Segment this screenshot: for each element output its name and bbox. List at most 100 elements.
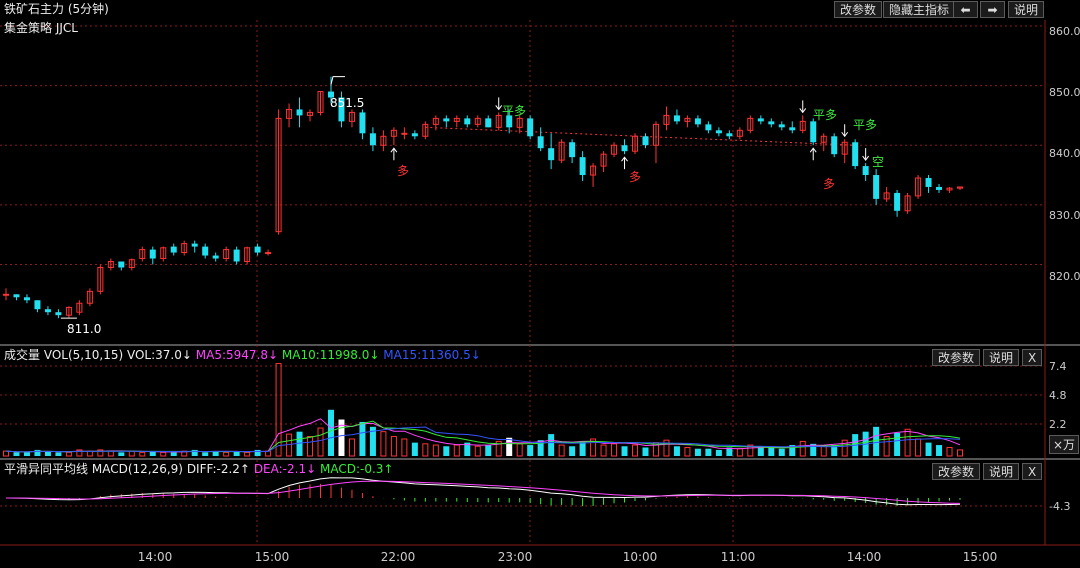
- volume-bar: [810, 443, 817, 456]
- volume-bar: [485, 445, 492, 456]
- volume-bar: [642, 447, 649, 456]
- volume-bar: [558, 444, 565, 457]
- volume-bar: [747, 444, 754, 457]
- volume-bar: [149, 451, 156, 456]
- volume-bar: [621, 446, 628, 456]
- volume-bar: [244, 451, 251, 457]
- price-tick: 860.0: [1049, 25, 1080, 38]
- candle: [307, 111, 314, 116]
- candle: [286, 108, 293, 119]
- volume-bar: [44, 451, 51, 456]
- candle: [862, 166, 869, 176]
- volume-bar: [548, 434, 555, 456]
- trend-line: [425, 126, 856, 146]
- signal-long: 多: [629, 170, 642, 184]
- volume-bar: [170, 452, 177, 456]
- volume-bar: [411, 442, 418, 456]
- volume-bar: [380, 431, 387, 457]
- volume-bar: [537, 440, 544, 456]
- candle: [317, 91, 324, 113]
- hide-main-indicator-button[interactable]: 隐藏主指标: [883, 1, 956, 18]
- time-tick: 14:00: [846, 550, 882, 564]
- volume-bar: [390, 436, 397, 457]
- signal-arrow: [390, 147, 398, 153]
- main-params-button[interactable]: 改参数: [834, 1, 883, 18]
- candle: [348, 111, 355, 122]
- candle: [936, 186, 943, 190]
- volume-bar: [516, 443, 523, 457]
- macd-params-button[interactable]: 改参数: [932, 463, 981, 480]
- volume-bar: [369, 426, 376, 456]
- volume-help-button[interactable]: 说明: [983, 349, 1020, 366]
- price-tick: 850.0: [1049, 86, 1080, 99]
- volume-bar: [590, 438, 597, 457]
- macd-value: MACD:-0.3↑: [319, 462, 394, 476]
- candle: [915, 177, 922, 197]
- price-tick: 820.0: [1049, 270, 1080, 283]
- arrow-right-icon[interactable]: ➡: [980, 1, 1005, 18]
- volume-bar: [694, 448, 701, 456]
- time-tick: 15:00: [962, 550, 998, 564]
- candle: [453, 117, 460, 122]
- volume-bar: [778, 448, 785, 456]
- volume-bar: [443, 446, 450, 456]
- candle: [65, 306, 72, 316]
- arrow-left-icon[interactable]: ⬅: [953, 1, 978, 18]
- candle: [841, 141, 848, 155]
- volume-close-icon[interactable]: X: [1022, 349, 1043, 366]
- candle: [55, 312, 62, 316]
- volume-ma15-line: [5, 426, 961, 453]
- candle: [852, 142, 859, 167]
- volume-bar: [107, 450, 114, 457]
- volume-bar: [55, 452, 62, 456]
- volume-unit-toggle[interactable]: ×万: [1049, 435, 1080, 454]
- volume-bar: [275, 363, 282, 457]
- candle: [757, 118, 764, 122]
- candle: [632, 135, 639, 152]
- volume-bar: [799, 440, 806, 457]
- candle: [789, 127, 796, 131]
- volume-bar: [820, 445, 827, 457]
- macd-close-icon[interactable]: X: [1022, 463, 1043, 480]
- candle: [422, 123, 429, 137]
- volume-bar: [527, 445, 534, 456]
- volume-bar: [212, 451, 219, 456]
- time-tick: 10:00: [622, 550, 658, 564]
- volume-bar: [432, 444, 439, 457]
- signal-arrow: [621, 156, 628, 162]
- candle: [873, 175, 880, 199]
- volume-value: VOL:37.0↓: [126, 348, 192, 362]
- volume-ma10: MA10:11998.0↓: [281, 348, 380, 362]
- macd-title: 平滑异同平均线 MACD(12,26,9) DIFF:-2.2↑ DEA:-2.…: [4, 462, 393, 476]
- candle: [569, 142, 576, 158]
- volume-bar: [904, 428, 911, 457]
- volume-bar: [915, 438, 922, 457]
- signal-arrow: [809, 147, 817, 153]
- volume-bar: [128, 450, 135, 457]
- candle: [527, 118, 534, 137]
- volume-params: VOL(5,10,15): [43, 348, 124, 362]
- candle: [558, 141, 565, 161]
- candle: [202, 246, 209, 256]
- candle: [579, 157, 586, 176]
- volume-bar: [453, 444, 460, 457]
- signal-long: 多: [823, 177, 836, 191]
- candle: [275, 117, 282, 233]
- macd-dea: DEA:-2.1↓: [253, 462, 317, 476]
- volume-params-button[interactable]: 改参数: [932, 349, 981, 366]
- volume-bar: [705, 448, 712, 456]
- volume-bar: [957, 449, 963, 457]
- candle: [663, 114, 670, 125]
- candle: [768, 121, 775, 125]
- candle: [831, 136, 838, 155]
- candle: [139, 249, 146, 260]
- candle: [474, 117, 481, 125]
- candle: [149, 249, 156, 259]
- main-help-button[interactable]: 说明: [1008, 1, 1045, 18]
- candle: [181, 243, 188, 254]
- signal-long: 多: [397, 164, 410, 178]
- signal-close-long: 平多: [853, 118, 878, 132]
- volume-bar: [202, 452, 209, 456]
- macd-help-button[interactable]: 说明: [983, 463, 1020, 480]
